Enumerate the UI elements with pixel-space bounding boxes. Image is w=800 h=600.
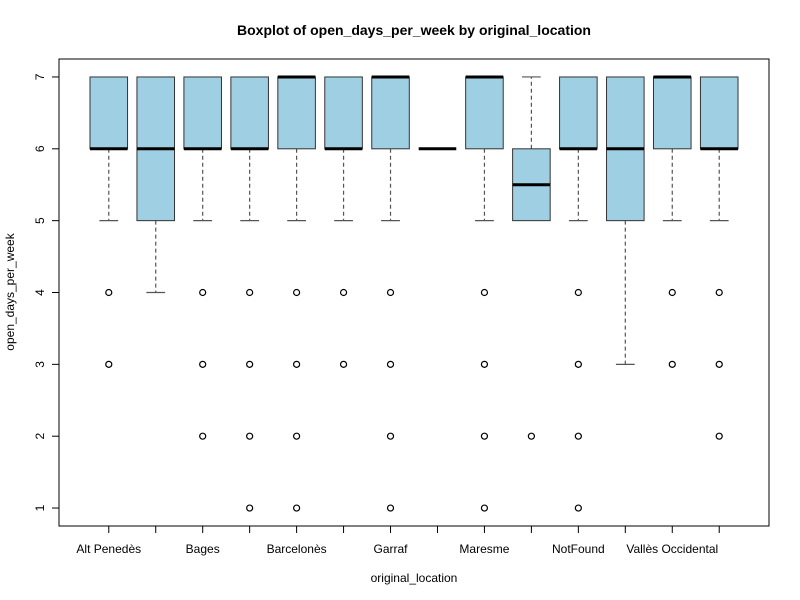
outlier-point <box>293 432 301 440</box>
outlier-point <box>527 432 535 440</box>
outlier-point <box>386 288 395 297</box>
outlier-point <box>715 360 723 368</box>
x-axis: Alt Penedès Bages Barcelonès Garraf Maresme N… <box>76 525 720 556</box>
outlier-point <box>715 432 723 440</box>
box-8 <box>465 75 504 512</box>
box-3 <box>230 76 269 512</box>
box-iqr <box>465 76 504 150</box>
box-iqr <box>277 76 316 150</box>
outlier-point <box>386 432 395 440</box>
box-12 <box>652 75 692 368</box>
outlier-point <box>246 432 254 440</box>
box-iqr <box>699 76 739 150</box>
box-iqr <box>371 76 410 150</box>
box-iqr <box>183 76 222 150</box>
box-5 <box>324 76 363 368</box>
x-tick-label: Bages <box>186 542 220 556</box>
outlier-point <box>199 288 207 297</box>
outlier-point <box>574 288 582 297</box>
outlier-point <box>386 360 395 368</box>
boxes-group <box>89 75 739 512</box>
outlier-point <box>480 360 489 368</box>
x-tick-label: Barcelonès <box>267 542 327 556</box>
y-axis-label: open_days_per_week <box>3 232 17 350</box>
y-axis: 1 2 3 4 5 6 7 <box>33 73 60 511</box>
box-iqr <box>230 76 269 150</box>
y-tick-label: 7 <box>33 73 47 80</box>
box-0 <box>89 76 129 368</box>
box-13 <box>699 76 739 440</box>
box-2 <box>183 76 222 440</box>
outlier-point <box>668 360 676 368</box>
outlier-point <box>246 288 254 297</box>
outlier-point <box>293 504 301 512</box>
box-10 <box>559 76 598 512</box>
box-iqr <box>652 76 692 150</box>
outlier-point <box>339 360 348 368</box>
outlier-point <box>246 360 254 368</box>
box-iqr <box>324 76 363 150</box>
outlier-point <box>668 288 676 297</box>
box-11 <box>606 76 645 365</box>
y-tick-label: 5 <box>33 217 47 224</box>
outlier-point <box>199 432 207 440</box>
y-tick-label: 4 <box>33 289 47 296</box>
outlier-point <box>480 288 489 297</box>
outlier-point <box>105 360 113 368</box>
x-tick-label: Vallès Occidental <box>626 542 718 556</box>
y-tick-label: 6 <box>33 145 47 152</box>
y-tick-label: 2 <box>33 433 47 440</box>
box-1 <box>136 76 176 294</box>
x-axis-label: original_location <box>371 571 458 585</box>
outlier-point <box>480 504 489 512</box>
outlier-point <box>715 288 723 297</box>
outlier-point <box>386 504 395 512</box>
outlier-point <box>293 360 301 368</box>
outlier-point <box>574 432 582 440</box>
y-tick-label: 3 <box>33 361 47 368</box>
outlier-point <box>339 288 348 297</box>
box-iqr <box>89 76 129 150</box>
box-iqr <box>559 76 598 150</box>
outlier-point <box>246 504 254 512</box>
x-tick-label: Alt Penedès <box>76 542 141 556</box>
box-4 <box>277 75 316 512</box>
x-tick-label: Maresme <box>459 542 509 556</box>
box-6 <box>371 75 410 512</box>
box-9 <box>512 76 551 440</box>
x-tick-label: Garraf <box>374 542 409 556</box>
outlier-point <box>574 504 582 512</box>
outlier-point <box>480 432 489 440</box>
outlier-point <box>105 288 113 297</box>
chart-title: Boxplot of open_days_per_week by origina… <box>237 22 591 38</box>
x-tick-label: NotFound <box>552 542 605 556</box>
y-tick-label: 1 <box>33 504 47 511</box>
outlier-point <box>293 288 301 297</box>
outlier-point <box>574 360 582 368</box>
outlier-point <box>199 360 207 368</box>
